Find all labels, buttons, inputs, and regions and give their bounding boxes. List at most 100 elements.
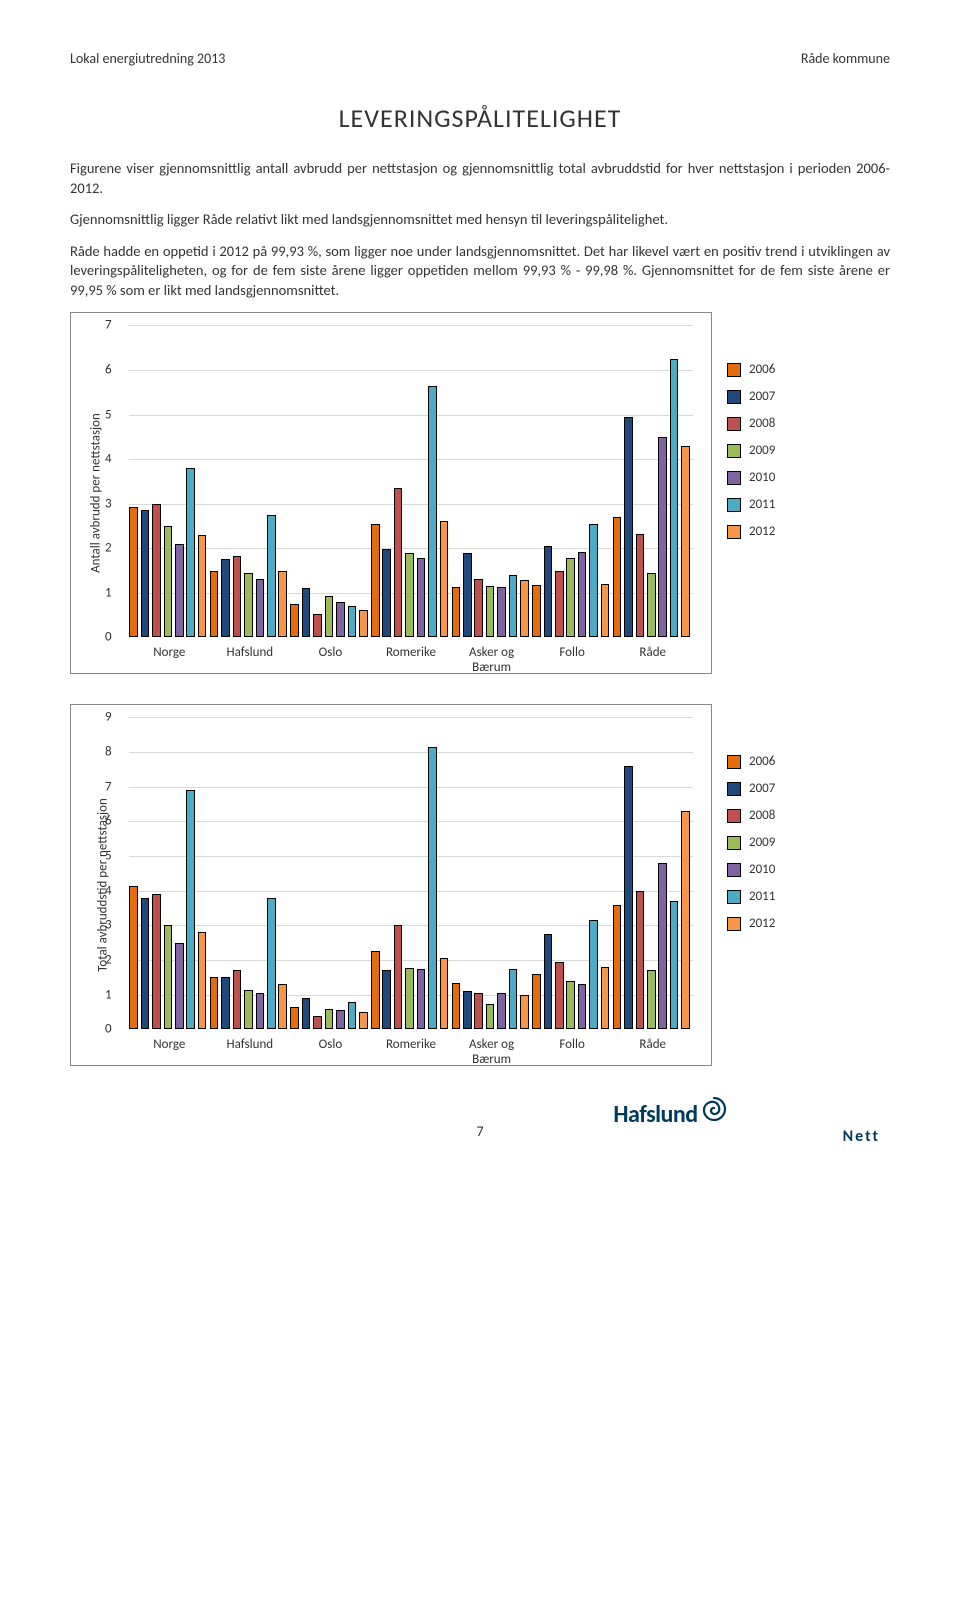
swirl-icon [701,1096,727,1122]
y-tick-label: 3 [105,918,112,933]
legend-swatch [727,917,741,931]
bar [544,934,553,1029]
x-tick-label: Romerike [371,1037,452,1052]
bar [278,571,287,638]
bar [152,504,161,638]
legend-swatch [727,809,741,823]
legend-item: 2010 [727,470,775,485]
y-tick-label: 4 [105,452,112,467]
bar [267,515,276,638]
bar [544,546,553,637]
chart-frame: Total avbruddstid per nettstasjon0123456… [70,704,712,1066]
bar [578,984,587,1029]
bar [233,970,242,1029]
bar [578,552,587,638]
bar [452,983,461,1030]
gridline [129,717,693,718]
legend-label: 2010 [749,470,775,485]
legend-label: 2011 [749,497,775,512]
bar [636,534,645,637]
header-right: Råde kommune [801,50,890,67]
bar [474,579,483,637]
gridline [129,960,693,961]
bar [382,970,391,1029]
legend-swatch [727,390,741,404]
legend-label: 2006 [749,362,775,377]
bar [601,584,610,637]
bar [129,886,138,1030]
bar [520,580,529,637]
bar [198,932,207,1029]
bar [336,602,345,638]
bar [221,559,230,637]
legend-item: 2012 [727,916,775,931]
legend-item: 2012 [727,524,775,539]
bar [371,524,380,638]
page-title: LEVERINGSPÅLITELIGHET [70,102,890,134]
logo: Hafslund [613,1096,880,1129]
bar [670,901,679,1029]
legend-item: 2008 [727,808,775,823]
legend-label: 2009 [749,835,775,850]
x-tick-label: Oslo [290,1037,371,1052]
bar [313,614,322,637]
bar [589,920,598,1029]
legend-swatch [727,498,741,512]
legend-label: 2010 [749,862,775,877]
gridline [129,821,693,822]
bar [186,790,195,1029]
legend-item: 2009 [727,443,775,458]
y-tick-label: 8 [105,745,112,760]
legend-swatch [727,863,741,877]
bar [278,984,287,1029]
y-tick-label: 4 [105,883,112,898]
legend-swatch [727,471,741,485]
legend-item: 2011 [727,889,775,904]
bar [428,386,437,638]
bar [658,437,667,638]
legend-item: 2010 [727,862,775,877]
bar [290,1007,299,1030]
x-tick-label: Follo [532,1037,613,1052]
bar [474,993,483,1029]
bar [186,468,195,637]
legend-label: 2009 [749,443,775,458]
legend-swatch [727,782,741,796]
legend-label: 2008 [749,416,775,431]
y-tick-label: 3 [105,496,112,511]
gridline [129,891,693,892]
chart-interruptions-count: Antall avbrudd per nettstasjon01234567No… [70,312,890,674]
legend-item: 2011 [727,497,775,512]
y-tick-label: 9 [105,710,112,725]
bar [175,544,184,638]
bar [210,977,219,1029]
legend-item: 2009 [727,835,775,850]
bar [233,556,242,637]
legend-item: 2006 [727,362,775,377]
bar [394,925,403,1029]
bar [509,575,518,637]
bar [440,521,449,638]
legend-swatch [727,890,741,904]
bar [210,571,219,638]
legend-item: 2008 [727,416,775,431]
bar [463,553,472,638]
legend: 2006 2007 2008 2009 2010 2011 2012 [727,362,775,551]
bar [313,1016,322,1030]
x-tick-label: Asker og Bærum [451,645,532,675]
bar [244,573,253,638]
bar [221,977,230,1029]
bar [359,610,368,638]
y-tick-label: 1 [105,987,112,1002]
bar [613,905,622,1030]
bar [532,974,541,1029]
legend-swatch [727,836,741,850]
legend-label: 2007 [749,781,775,796]
legend-item: 2007 [727,389,775,404]
y-tick-label: 5 [105,849,112,864]
paragraph: Figurene viser gjennomsnittlig antall av… [70,159,890,198]
x-tick-label: Follo [532,645,613,660]
x-tick-label: Råde [612,1037,693,1052]
y-tick-label: 1 [105,585,112,600]
bar [256,993,265,1029]
